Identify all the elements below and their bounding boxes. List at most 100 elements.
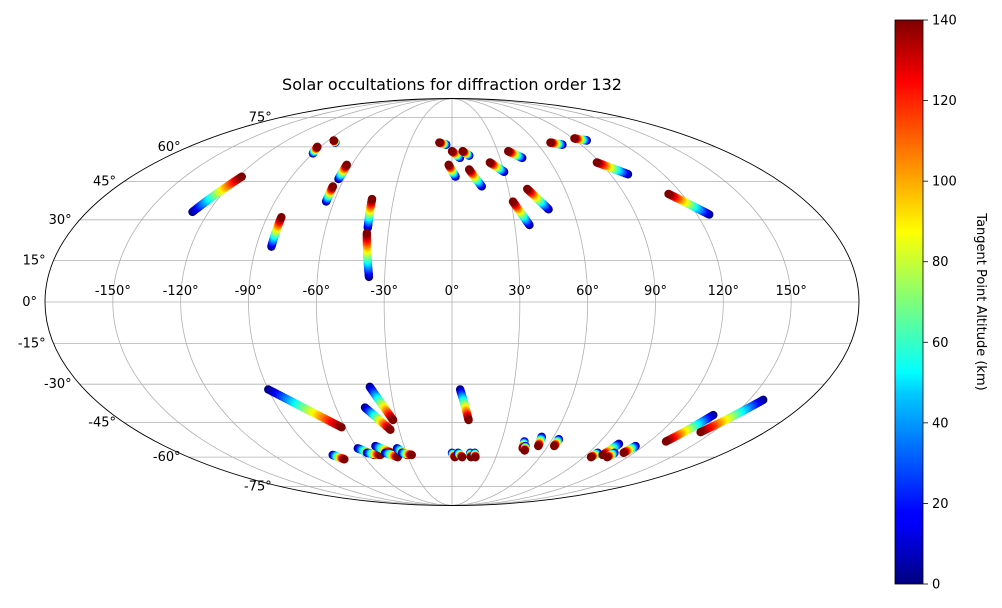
occultation-track (520, 441, 530, 455)
occultation-track (188, 172, 247, 217)
track-point (549, 441, 559, 451)
longitude-tick-labels: -150° -120° -90° -60° -30° 0° 30° 60° 90° 120° 150… (95, 284, 807, 299)
colorbar-label: Tangent Point Altitude (km) (973, 212, 988, 390)
colorbar-tick-label: 20 (932, 497, 949, 512)
latitude-tick-label: -45° (88, 415, 116, 430)
occultation-track (464, 165, 486, 191)
track-point (570, 134, 579, 143)
longitude-gridline (451, 98, 521, 506)
occultation-track (444, 160, 460, 181)
track-point (342, 160, 351, 169)
track-point (503, 147, 513, 156)
latitude-tick-label: 15° (23, 253, 46, 268)
track-point (523, 184, 532, 194)
occultation-track (534, 432, 546, 451)
track-point (458, 452, 467, 462)
track-point (444, 160, 453, 169)
track-point (435, 138, 444, 147)
colorbar-tick-label: 60 (932, 336, 949, 351)
occultation-track (661, 410, 718, 446)
occultation-track (523, 184, 553, 214)
occultation-track (328, 450, 349, 464)
track-point (520, 446, 529, 455)
occultation-track (546, 138, 567, 149)
track-point (388, 415, 398, 425)
occultation-track (334, 160, 351, 184)
longitude-gridline (180, 98, 453, 506)
longitude-tick-label: 150° (776, 284, 807, 299)
colorbar-tick-label: 120 (932, 94, 957, 109)
longitude-tick-label: 90° (644, 284, 667, 299)
occultation-track (362, 228, 374, 282)
colorbar-gradient (894, 19, 924, 585)
track-point (362, 228, 372, 238)
latitude-tick-label: -75° (244, 479, 272, 494)
occultation-track (470, 448, 480, 462)
track-point (386, 425, 395, 434)
occultation-track (592, 158, 633, 179)
occultation-track (397, 448, 416, 460)
track-point (508, 197, 518, 206)
occultation-track (362, 448, 385, 460)
occultation-track (455, 385, 473, 425)
occultation-track (485, 158, 509, 177)
occultation-track (363, 194, 377, 232)
occultation-track (321, 182, 338, 206)
track-point (407, 450, 416, 460)
latitude-tick-label: -60° (153, 450, 181, 465)
latitude-tick-label: 30° (49, 213, 72, 228)
track-point (696, 427, 705, 437)
track-point (485, 158, 495, 167)
occultation-track (696, 395, 768, 437)
longitude-gridline (315, 98, 453, 506)
occultation-track (360, 403, 395, 434)
colorbar-tick-label: 40 (932, 416, 949, 431)
track-point (277, 212, 286, 222)
longitude-tick-label: -120° (163, 284, 199, 299)
occultation-track (329, 136, 340, 147)
occultation-track (264, 385, 346, 432)
longitude-gridline (451, 98, 792, 506)
track-point (592, 158, 602, 167)
occultation-track (308, 142, 322, 158)
latitude-tick-label: 75° (249, 111, 272, 126)
latitude-tick-labels: -75° -60° -45° -30° -15° 0° 15° 30° 45° 60° 75° (18, 111, 272, 495)
track-point (447, 147, 457, 156)
track-point (471, 452, 480, 462)
occultation-track (447, 147, 465, 163)
chart-title: Solar occultations for diffraction order… (282, 75, 622, 94)
occultation-track (664, 189, 714, 219)
track-point (340, 455, 349, 464)
occultation-track (503, 147, 527, 163)
longitude-tick-label: -90° (235, 284, 263, 299)
track-point (464, 165, 474, 174)
latitude-tick-label: 60° (158, 140, 181, 155)
longitude-tick-label: 60° (576, 284, 599, 299)
latitude-tick-label: 0° (22, 295, 37, 310)
longitude-tick-label: 30° (508, 284, 531, 299)
latitude-tick-label: 45° (93, 175, 116, 190)
occultation-track (602, 448, 619, 462)
colorbar-tick-label: 0 (932, 578, 940, 593)
longitude-gridline (112, 98, 453, 506)
latitude-tick-label: -30° (44, 377, 72, 392)
track-point (313, 142, 322, 152)
occultation-track (458, 147, 474, 160)
occultation-track (453, 448, 467, 462)
track-point (329, 136, 338, 145)
track-point (328, 182, 338, 191)
colorbar-tick-label: 140 (932, 14, 957, 29)
occultation-track (570, 134, 592, 145)
track-point (464, 415, 473, 425)
longitude-gridline (451, 98, 724, 506)
latitude-tick-label: -15° (18, 337, 46, 352)
longitude-tick-label: 0° (445, 284, 460, 299)
longitude-tick-label: 120° (708, 284, 739, 299)
track-point (534, 441, 543, 451)
colorbar: 0 20 40 60 80 100 120 140 Tangent Point Altitud… (894, 14, 988, 593)
occultation-track (435, 138, 451, 149)
track-point (664, 189, 673, 199)
colorbar-ticks: 0 20 40 60 80 100 120 140 (923, 14, 957, 593)
track-point (237, 172, 247, 181)
